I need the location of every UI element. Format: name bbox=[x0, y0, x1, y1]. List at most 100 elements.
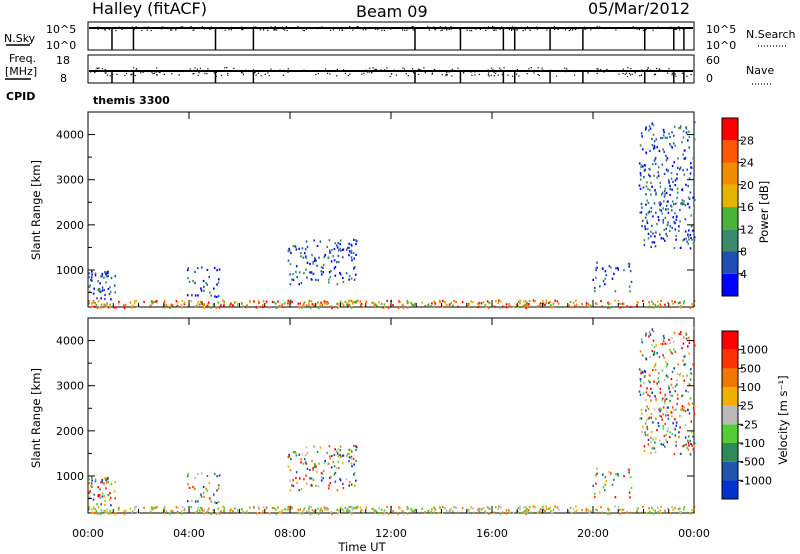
echo-cell bbox=[522, 510, 525, 514]
dot bbox=[418, 69, 420, 71]
echo-cell bbox=[171, 304, 174, 307]
echo-cell bbox=[639, 211, 642, 214]
dot bbox=[557, 27, 559, 29]
echo-cell bbox=[255, 512, 258, 515]
echo-cell bbox=[180, 304, 183, 307]
echo-cell bbox=[89, 496, 91, 499]
echo-cell bbox=[650, 210, 653, 213]
dot bbox=[96, 67, 98, 69]
echo-cell bbox=[294, 451, 297, 454]
echo-cell bbox=[688, 341, 691, 344]
echo-cell bbox=[649, 395, 651, 398]
dot bbox=[618, 73, 620, 75]
echo-cell bbox=[113, 512, 115, 515]
echo-cell bbox=[569, 300, 572, 304]
echo-cell bbox=[645, 151, 647, 154]
echo-cell bbox=[528, 303, 530, 306]
echo-cell bbox=[626, 511, 628, 514]
dot bbox=[296, 70, 298, 72]
echo-cell bbox=[468, 303, 470, 306]
echo-cell bbox=[599, 491, 601, 494]
dot bbox=[94, 72, 96, 74]
dot bbox=[393, 69, 395, 71]
echo-cell bbox=[595, 473, 597, 476]
echo-cell bbox=[355, 301, 357, 304]
echo-cell bbox=[681, 347, 683, 350]
echo-cell bbox=[442, 505, 444, 508]
echo-cell bbox=[193, 281, 196, 284]
echo-cell bbox=[675, 238, 677, 241]
echo-cell bbox=[337, 254, 340, 258]
dot bbox=[536, 26, 538, 28]
echo-cell bbox=[302, 462, 305, 465]
dot bbox=[219, 27, 222, 30]
echo-cell bbox=[587, 303, 590, 306]
echo-cell bbox=[691, 303, 693, 306]
echo-cell bbox=[654, 363, 657, 367]
dot bbox=[491, 26, 493, 28]
echo-cell bbox=[671, 131, 673, 134]
echo-cell bbox=[309, 477, 311, 480]
echo-cell bbox=[515, 303, 518, 307]
echo-cell bbox=[191, 500, 193, 503]
echo-cell bbox=[622, 508, 625, 512]
echo-cell bbox=[331, 307, 333, 310]
echo-cell bbox=[660, 237, 663, 240]
echo-cell bbox=[519, 511, 522, 515]
dot bbox=[643, 29, 646, 31]
echo-cell bbox=[552, 508, 555, 511]
dot bbox=[466, 29, 468, 31]
dot bbox=[90, 71, 92, 73]
echo-cell bbox=[649, 333, 652, 336]
echo-cell bbox=[658, 202, 660, 205]
echo-cell bbox=[241, 508, 243, 511]
echo-cell bbox=[215, 295, 218, 299]
echo-cell bbox=[657, 377, 659, 380]
echo-cell bbox=[676, 402, 678, 405]
echo-cell bbox=[645, 185, 648, 188]
echo-cell bbox=[682, 153, 684, 156]
dot bbox=[577, 27, 579, 29]
echo-cell bbox=[421, 301, 423, 304]
echo-cell bbox=[681, 199, 684, 202]
echo-cell bbox=[359, 300, 362, 303]
echo-cell bbox=[434, 508, 437, 511]
dot bbox=[432, 70, 435, 72]
echo-cell bbox=[485, 305, 487, 308]
echo-cell bbox=[444, 506, 446, 510]
echo-cell bbox=[89, 290, 91, 293]
echo-cell bbox=[675, 440, 677, 444]
echo-cell bbox=[663, 131, 665, 134]
dot bbox=[252, 69, 255, 71]
echo-cell bbox=[149, 510, 152, 513]
echo-cell bbox=[338, 305, 340, 308]
echo-cell bbox=[636, 301, 639, 304]
echo-cell bbox=[600, 300, 602, 303]
echo-cell bbox=[654, 157, 657, 161]
echo-cell bbox=[339, 506, 342, 509]
echo-cell bbox=[290, 251, 292, 255]
dot bbox=[448, 28, 450, 30]
dot bbox=[511, 27, 513, 29]
echo-cell bbox=[667, 414, 669, 417]
echo-cell bbox=[356, 300, 359, 303]
dot bbox=[259, 29, 261, 31]
dot bbox=[212, 70, 214, 72]
echo-cell bbox=[627, 262, 630, 265]
echo-cell bbox=[316, 470, 318, 473]
echo-cell bbox=[301, 453, 304, 456]
dot bbox=[189, 68, 191, 70]
echo-cell bbox=[107, 493, 110, 497]
echo-cell bbox=[595, 482, 597, 485]
echo-cell bbox=[477, 512, 479, 515]
echo-cell bbox=[88, 285, 91, 288]
echo-cell bbox=[652, 241, 655, 244]
echo-cell bbox=[609, 302, 611, 305]
echo-cell bbox=[313, 466, 316, 469]
dot bbox=[323, 27, 325, 29]
echo-cell bbox=[411, 303, 413, 306]
echo-cell bbox=[346, 248, 348, 251]
echo-cell bbox=[336, 467, 338, 470]
echo-cell bbox=[100, 481, 102, 484]
dot bbox=[433, 26, 435, 28]
